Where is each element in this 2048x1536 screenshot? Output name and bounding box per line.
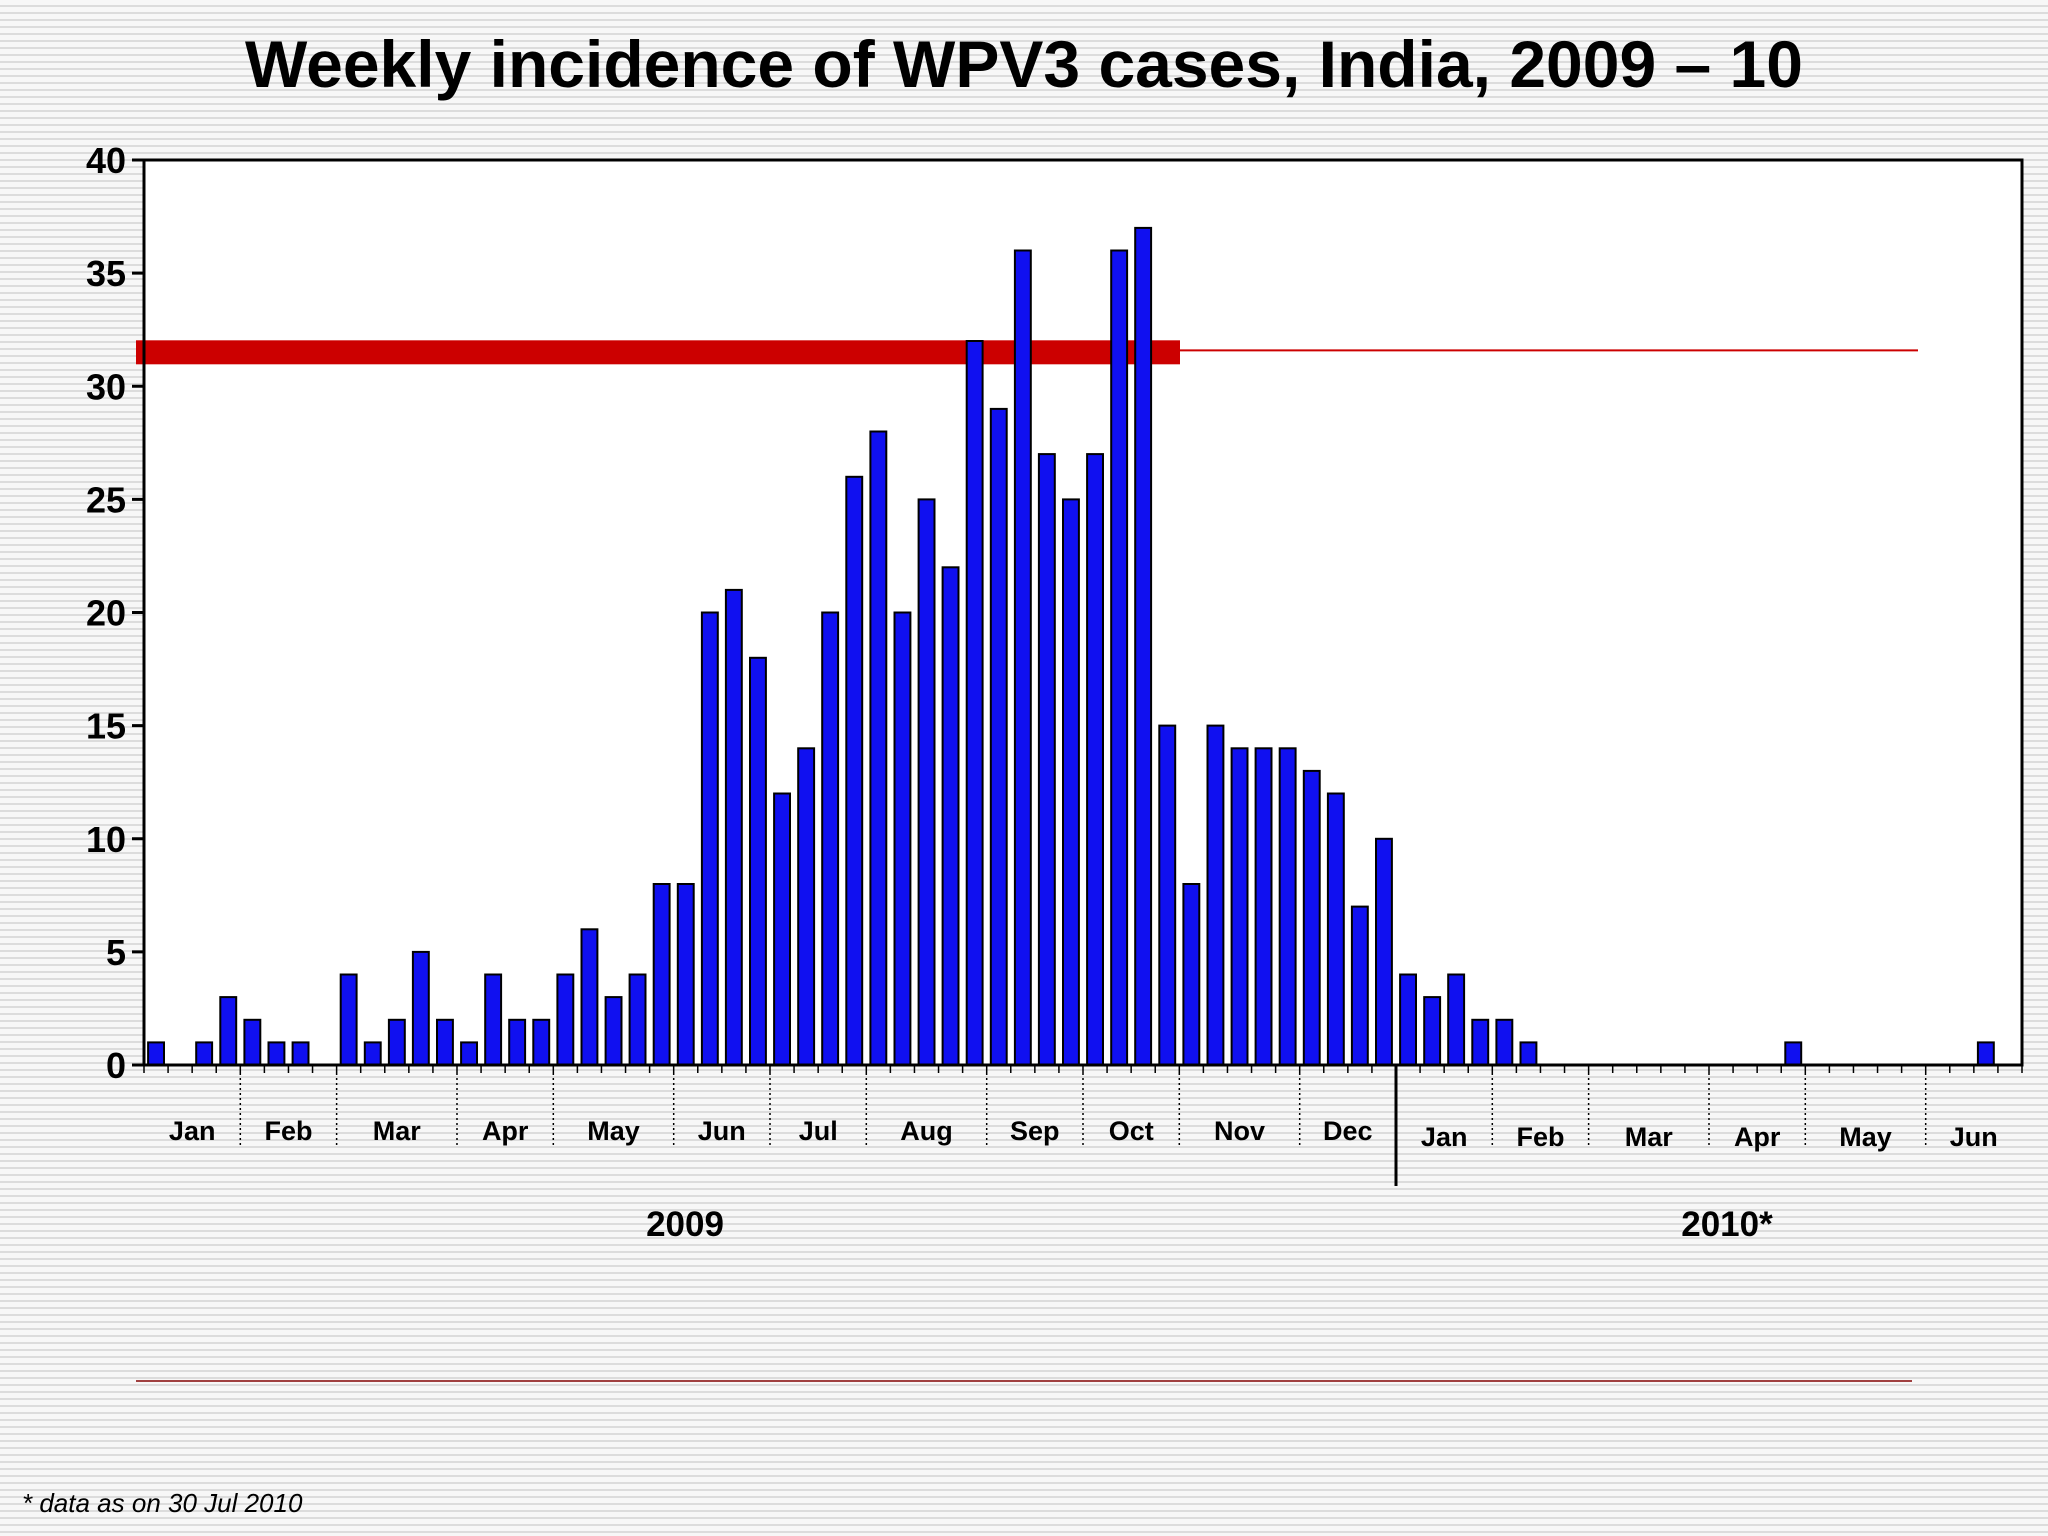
bar-week-1 — [147, 1041, 166, 1067]
bar-week-54 — [1423, 996, 1442, 1066]
month-label: Jul — [799, 1116, 838, 1146]
month-label: Feb — [264, 1116, 312, 1146]
bar-week-77 — [1976, 1041, 1995, 1067]
y-tick-label: 15 — [86, 706, 126, 747]
bar-week-42 — [1134, 226, 1153, 1066]
bar-week-69 — [1784, 1041, 1803, 1067]
plot-area — [144, 160, 2022, 1065]
bar-week-11 — [387, 1018, 406, 1067]
y-tick-label: 40 — [86, 140, 126, 181]
bar-week-49 — [1302, 769, 1321, 1067]
bar-week-36 — [989, 407, 1008, 1066]
y-tick-label: 35 — [86, 253, 126, 294]
threshold-line — [136, 340, 1180, 365]
month-label: Nov — [1214, 1116, 1265, 1146]
bar-week-18 — [556, 973, 575, 1066]
bar-week-5 — [243, 1018, 262, 1067]
bar-week-35 — [965, 340, 984, 1066]
month-label: Mar — [373, 1116, 422, 1146]
bar-week-45 — [1206, 724, 1225, 1066]
bar-week-15 — [484, 973, 503, 1066]
bar-week-21 — [628, 973, 647, 1066]
bar-week-16 — [508, 1018, 527, 1067]
month-label: Apr — [1734, 1122, 1781, 1152]
month-label: Mar — [1625, 1122, 1674, 1152]
year-label-2009: 2009 — [646, 1205, 724, 1244]
bar-week-26 — [749, 656, 767, 1067]
month-label: May — [587, 1116, 640, 1146]
bar-week-40 — [1086, 453, 1104, 1067]
chart-title: Weekly incidence of WPV3 cases, India, 2… — [245, 27, 1803, 101]
month-label: Aug — [900, 1116, 952, 1146]
month-label: Jun — [698, 1116, 746, 1146]
month-label: Oct — [1109, 1116, 1154, 1146]
bar-week-53 — [1399, 973, 1417, 1066]
bar-week-30 — [845, 475, 864, 1067]
year-label-2010: 2010* — [1681, 1205, 1773, 1244]
month-label: Jan — [169, 1116, 216, 1146]
bar-week-20 — [604, 996, 623, 1066]
month-label: Sep — [1010, 1116, 1060, 1146]
y-tick-label: 25 — [86, 479, 126, 520]
bar-week-12 — [411, 950, 430, 1067]
bar-week-37 — [1013, 249, 1032, 1066]
bar-week-6 — [267, 1041, 286, 1067]
y-tick-label: 10 — [86, 819, 126, 860]
bar-week-48 — [1278, 747, 1297, 1067]
bar-week-39 — [1062, 498, 1080, 1066]
month-label: Apr — [482, 1116, 529, 1146]
y-tick-label: 0 — [106, 1045, 126, 1086]
bar-week-4 — [219, 996, 238, 1066]
bar-week-28 — [797, 747, 816, 1067]
bar-week-22 — [652, 883, 671, 1066]
month-label: Feb — [1516, 1122, 1564, 1152]
bar-week-23 — [676, 883, 695, 1066]
bar-week-14 — [460, 1041, 479, 1067]
bar-week-47 — [1254, 747, 1273, 1067]
bar-week-17 — [532, 1018, 551, 1067]
bar-week-27 — [773, 792, 791, 1066]
bar-week-25 — [724, 588, 743, 1067]
y-tick-label: 30 — [86, 366, 126, 407]
bar-week-34 — [941, 566, 960, 1067]
bar-week-29 — [821, 611, 840, 1066]
bar-week-19 — [580, 928, 599, 1067]
bar-week-43 — [1158, 724, 1177, 1066]
bar-week-38 — [1037, 453, 1056, 1067]
bar-week-31 — [869, 430, 888, 1066]
bar-week-57 — [1495, 1018, 1514, 1067]
month-label: May — [1839, 1122, 1892, 1152]
bar-week-41 — [1110, 249, 1129, 1066]
bar-week-51 — [1350, 905, 1369, 1066]
data-footnote: * data as on 30 Jul 2010 — [22, 1488, 303, 1518]
bar-week-32 — [893, 611, 912, 1066]
bar-week-3 — [195, 1041, 214, 1067]
month-label: Jun — [1950, 1122, 1998, 1152]
bar-week-58 — [1519, 1041, 1538, 1067]
bar-week-10 — [363, 1041, 382, 1067]
y-tick-label: 5 — [106, 932, 126, 973]
bar-week-50 — [1326, 792, 1345, 1066]
bar-week-52 — [1375, 837, 1393, 1067]
month-label: Dec — [1323, 1116, 1373, 1146]
bar-week-9 — [339, 973, 358, 1066]
month-label: Jan — [1421, 1122, 1468, 1152]
bar-week-7 — [291, 1041, 310, 1067]
bar-week-24 — [700, 611, 719, 1066]
y-tick-label: 20 — [86, 593, 126, 634]
bar-week-55 — [1447, 973, 1466, 1066]
bar-week-44 — [1182, 883, 1201, 1066]
bar-week-46 — [1230, 747, 1249, 1067]
bar-week-56 — [1471, 1018, 1490, 1067]
bar-week-13 — [436, 1018, 454, 1067]
bar-week-33 — [917, 498, 936, 1066]
